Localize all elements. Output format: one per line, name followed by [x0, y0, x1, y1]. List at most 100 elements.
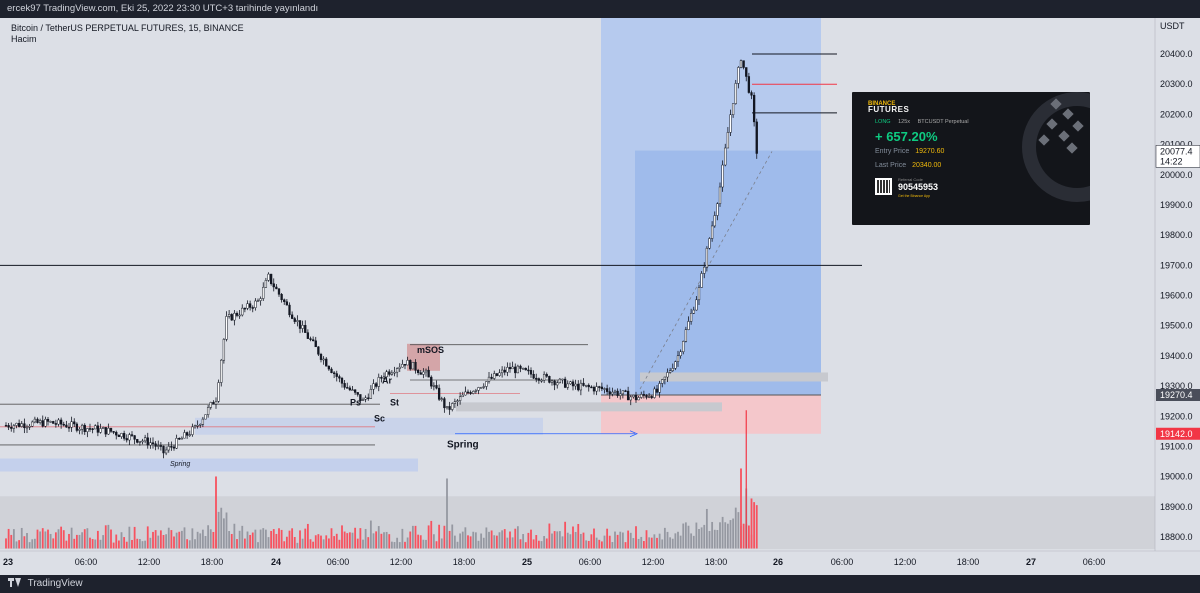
- candle-body: [338, 376, 341, 379]
- volume-bar: [448, 530, 451, 549]
- publish-line: ercek97 TradingView.com, Eki 25, 2022 23…: [7, 3, 319, 14]
- volume-bar: [146, 526, 149, 549]
- candle-body: [296, 320, 299, 322]
- volume-bar: [15, 541, 18, 549]
- time-tick-label: 06:00: [327, 557, 350, 567]
- candle-body: [23, 423, 26, 429]
- volume-bar: [10, 534, 13, 549]
- volume-bar: [446, 478, 448, 549]
- candle-body: [251, 307, 254, 309]
- volume-bar: [65, 540, 68, 549]
- price-chart[interactable]: mSOS Ar Ps Sc St Spring Spring USDT 20400.0 20300…: [0, 18, 1200, 575]
- price-axis-currency: USDT: [1160, 21, 1185, 31]
- candle-body: [747, 76, 751, 93]
- volume-bar: [133, 526, 136, 549]
- volume-bar: [695, 522, 698, 549]
- volume-bar: [461, 531, 464, 549]
- volume-bar: [288, 530, 291, 549]
- volume-bar: [249, 534, 252, 549]
- candle-body: [731, 103, 735, 115]
- volume-bar: [716, 529, 719, 549]
- candle-body: [458, 396, 462, 401]
- candle-body: [212, 402, 215, 405]
- candle-body: [437, 387, 441, 400]
- volume-bar: [220, 507, 223, 549]
- candle-body: [238, 314, 241, 317]
- referral-label: Referral Code: [898, 177, 923, 182]
- price-tick-label: 19600.0: [1160, 291, 1193, 301]
- volume-bar: [427, 525, 430, 549]
- volume-bar: [104, 525, 107, 549]
- time-tick-label: 18:00: [705, 557, 728, 567]
- volume-bar: [41, 528, 44, 549]
- volume-bar: [49, 533, 52, 549]
- volume-bar: [564, 521, 567, 549]
- volume-bar: [272, 529, 275, 549]
- price-tick-label: 20100.0: [1160, 140, 1193, 150]
- candle-body: [406, 360, 409, 366]
- arrow-head: [629, 430, 639, 438]
- volume-bar: [359, 528, 362, 549]
- candle-body: [490, 376, 493, 379]
- candle-body: [390, 372, 394, 375]
- candle-body: [529, 370, 533, 375]
- volume-bar: [632, 538, 635, 549]
- volume-bar: [677, 531, 679, 549]
- volume-bar: [364, 528, 367, 549]
- volume-bar: [600, 541, 603, 549]
- volume-bar: [296, 542, 299, 549]
- volume-bar: [661, 539, 664, 549]
- candle-body: [107, 427, 110, 435]
- volume-bar: [28, 542, 31, 549]
- time-tick-label: 06:00: [579, 557, 602, 567]
- volume-bar: [669, 537, 672, 549]
- volume-bar: [409, 531, 412, 549]
- volume-bar: [729, 520, 732, 549]
- volume-bar: [278, 528, 280, 549]
- candle-body: [435, 385, 438, 389]
- volume-bar: [343, 531, 346, 549]
- volume-bar: [530, 529, 532, 549]
- candle-body: [199, 424, 202, 426]
- candle-body: [59, 419, 63, 425]
- candle-body: [348, 387, 352, 391]
- candle-body: [183, 432, 186, 439]
- candle-body: [716, 203, 719, 216]
- candle-body: [301, 325, 304, 329]
- candle-body: [506, 367, 509, 373]
- candle-body: [283, 299, 286, 302]
- footer-brand[interactable]: TradingView: [27, 578, 83, 589]
- volume-bar: [212, 531, 215, 549]
- candle-body: [682, 341, 685, 352]
- volume-bar: [31, 539, 34, 549]
- volume-bar: [375, 531, 378, 549]
- volume-bar: [222, 518, 225, 549]
- volume-bar: [750, 498, 753, 549]
- volume-bar: [18, 540, 21, 549]
- time-tick-label: 12:00: [138, 557, 161, 567]
- volume-bar: [561, 536, 564, 549]
- candle-body: [204, 414, 207, 420]
- volume-bar: [648, 537, 651, 549]
- candle-body: [290, 314, 294, 319]
- volume-bar: [501, 530, 504, 549]
- candle-body: [217, 382, 220, 402]
- candle-body: [241, 307, 244, 316]
- volume-bar: [165, 534, 168, 549]
- volume-bar: [338, 539, 341, 549]
- candle-body: [104, 427, 107, 435]
- volume-bar: [464, 527, 467, 549]
- volume-bar: [724, 522, 727, 549]
- candle-body: [427, 369, 430, 378]
- price-badge-time: 14:22: [1160, 156, 1183, 166]
- chart-area[interactable]: mSOS Ar Ps Sc St Spring Spring USDT 20400.0 20300…: [0, 18, 1200, 575]
- candle-body: [201, 418, 205, 425]
- price-tick-label: 19100.0: [1160, 441, 1193, 451]
- candle-body: [275, 286, 278, 290]
- candle-body: [280, 294, 283, 301]
- price-badge: [1156, 427, 1200, 440]
- volume-bar: [183, 527, 186, 549]
- volume-bar: [314, 535, 317, 549]
- volume-bar: [254, 529, 257, 549]
- volume-bar: [62, 530, 65, 549]
